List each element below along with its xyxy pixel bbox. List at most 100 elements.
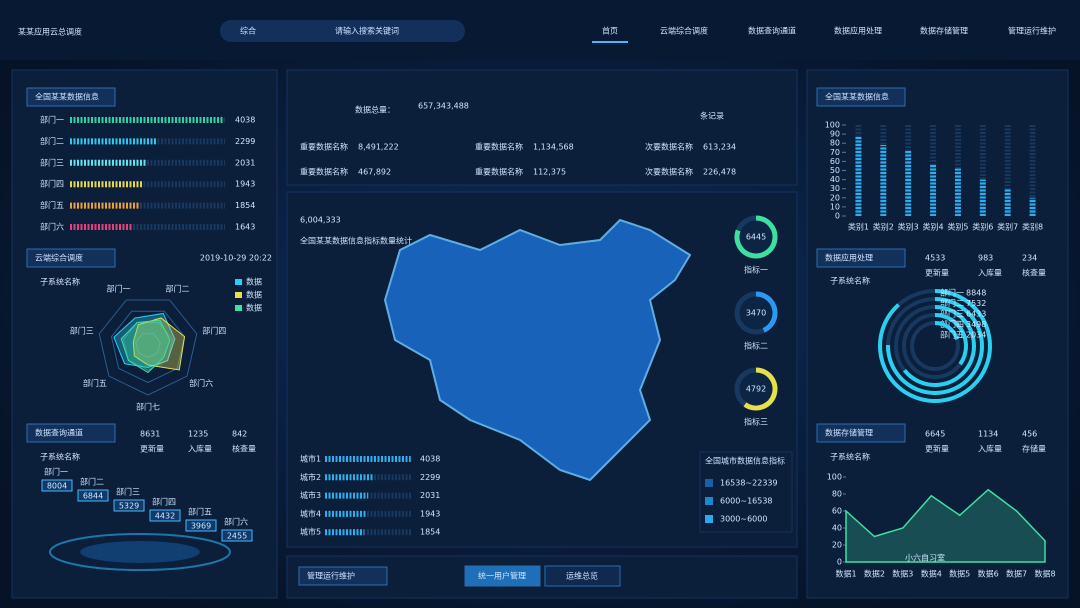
nav-item[interactable]: 管理运行维护: [1008, 26, 1056, 36]
stat-label: 次要数据名称: [645, 167, 693, 177]
x-tick-label: 数据8: [1034, 569, 1055, 579]
bar-label: 城市2: [300, 472, 321, 482]
stat-label: 更新量: [140, 444, 164, 454]
stat-label: 更新量: [925, 444, 949, 454]
map-value: 6,004,333: [300, 216, 341, 225]
item-name: 部门五: [188, 507, 212, 517]
stat-value: 456: [1022, 430, 1037, 439]
ring: [902, 305, 976, 387]
stat-label: 存储量: [1022, 444, 1046, 454]
nav-item[interactable]: 数据查询通道: [748, 26, 796, 36]
item-value: 8004: [47, 482, 67, 491]
stat-value: 467,892: [358, 168, 391, 177]
search-tab: 综合: [240, 26, 256, 36]
stat-label: 入库量: [978, 268, 1002, 278]
x-tick-label: 类别7: [997, 222, 1018, 232]
panel-title: 数据存储管理: [825, 428, 873, 438]
ring-value: 6433: [966, 310, 986, 319]
gauge-value: 6445: [746, 233, 766, 242]
bar-value: 1943: [420, 509, 440, 518]
search-box[interactable]: [220, 20, 465, 42]
nav-item[interactable]: 数据存储管理: [920, 26, 968, 36]
item-box: [149, 509, 181, 522]
x-tick-label: 类别6: [972, 222, 993, 232]
stat-value: 1134: [978, 430, 998, 439]
y-tick-label: 0: [835, 212, 840, 221]
item-name: 部门四: [152, 497, 176, 507]
gauge-value: 3470: [746, 309, 766, 318]
bar-label: 城市1: [300, 454, 321, 464]
x-tick-label: 类别3: [898, 222, 919, 232]
x-tick-label: 数据5: [949, 569, 970, 579]
legend-swatch: [235, 292, 242, 298]
nav-item[interactable]: 云端综合调度: [660, 26, 708, 36]
y-tick-label: 20: [830, 193, 840, 202]
y-tick-label: 40: [832, 524, 842, 533]
nav-item[interactable]: 首页: [602, 26, 618, 36]
x-tick-label: 类别4: [923, 222, 944, 232]
china-map: [383, 218, 692, 482]
stat-label: 核查量: [232, 444, 256, 454]
stat-label: 更新量: [925, 268, 949, 278]
y-tick-label: 0: [837, 558, 842, 567]
gauge-arc: [734, 215, 778, 259]
y-tick-label: 90: [830, 130, 840, 139]
y-tick-label: 60: [832, 507, 842, 516]
x-tick-label: 数据4: [921, 569, 942, 579]
x-tick-label: 类别5: [947, 222, 968, 232]
item-box: [113, 499, 145, 512]
radar-axis-label: 部门一: [106, 284, 130, 294]
ring: [886, 297, 984, 395]
legend-box: [699, 451, 793, 533]
legend-label: 16538~22339: [720, 479, 778, 488]
bar-value: 4038: [420, 455, 440, 464]
bar-value: 1854: [420, 528, 440, 537]
button[interactable]: [464, 565, 541, 587]
panel-title: 全国某某数据信息: [825, 92, 889, 102]
title-box: [816, 248, 906, 268]
ring-label: 部门四: [940, 319, 964, 329]
legend-title: 全国城市数据信息指标: [705, 456, 785, 466]
y-tick-label: 30: [830, 184, 840, 193]
total-label: 数据总量：: [355, 105, 395, 115]
nav-item[interactable]: 数据应用处理: [834, 26, 882, 36]
legend-swatch: [705, 515, 713, 523]
stat-label: 核查量: [1022, 268, 1046, 278]
ring-label: 部门五: [940, 330, 964, 340]
item-name: 部门三: [116, 487, 140, 497]
total-panel: [286, 69, 798, 186]
button[interactable]: [544, 565, 621, 587]
gauge-arc: [743, 367, 778, 411]
button-label: 运维总览: [566, 571, 598, 581]
stat-value: 1,134,568: [533, 143, 574, 152]
subtitle: 子系统名称: [830, 452, 870, 462]
legend-label: 3000~6000: [720, 515, 767, 524]
total-value: 657,343,488: [418, 102, 469, 111]
ring-label: 部门三: [940, 309, 964, 319]
bar-value: 2299: [235, 137, 255, 146]
bar-label: 部门六: [40, 222, 64, 232]
radar-grid: [135, 333, 161, 359]
x-tick-label: 数据1: [835, 569, 856, 579]
item-value: 6844: [83, 492, 103, 501]
title-box: [816, 423, 906, 443]
stat-value: 226,478: [703, 168, 736, 177]
legend-label: 数据: [246, 277, 262, 287]
stat-value: 8,491,222: [358, 143, 399, 152]
title-box: [816, 87, 906, 107]
ring-value: 3498: [966, 320, 986, 329]
platform-inner: [80, 541, 200, 563]
search-placeholder: 请输入搜索关键词: [335, 26, 399, 36]
gauge-label: 指标一: [744, 265, 768, 275]
y-tick-label: 100: [827, 473, 842, 482]
watermark: 小六自习室: [905, 553, 945, 563]
app-title: 某某应用云总调度: [18, 27, 82, 37]
bar-label: 部门二: [40, 136, 64, 146]
stat-value: 6645: [925, 430, 945, 439]
bar-value: 1854: [235, 201, 255, 210]
ring-value: 7532: [966, 299, 986, 308]
map-caption: 全国某某数据信息指标数量统计: [300, 236, 412, 246]
panel-title: 全国某某数据信息: [35, 92, 99, 102]
stat-value: 613,234: [703, 143, 736, 152]
radar-area: [120, 319, 171, 374]
